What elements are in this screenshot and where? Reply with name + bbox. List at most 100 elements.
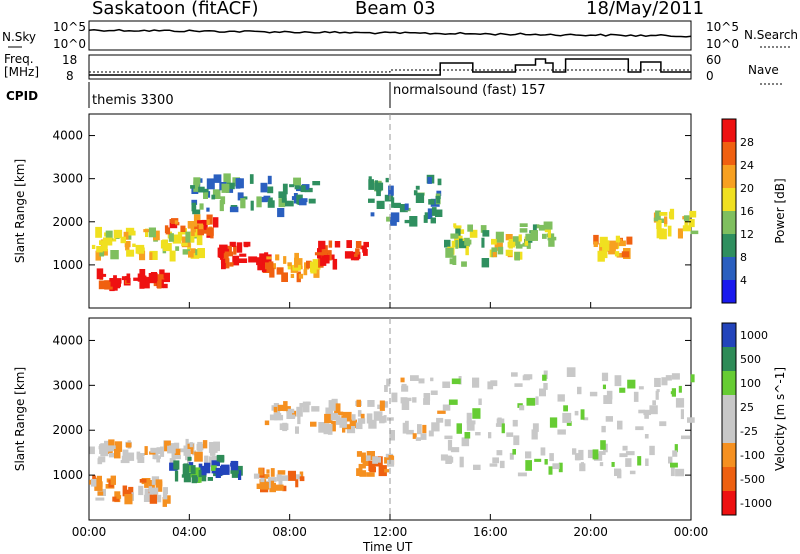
- data-cell: [313, 269, 320, 278]
- colorbar-cell: [722, 467, 736, 491]
- data-cell: [264, 420, 270, 426]
- data-cell: [535, 224, 540, 229]
- data-cell: [107, 445, 116, 452]
- data-cell: [562, 412, 572, 423]
- data-cell: [495, 231, 504, 243]
- data-cell: [358, 463, 366, 469]
- data-cell: [658, 218, 665, 223]
- data-cell: [592, 449, 599, 460]
- x-axis-label: Time UT: [362, 540, 413, 554]
- data-cell: [193, 177, 201, 185]
- data-cell: [294, 252, 299, 262]
- data-cell: [684, 217, 688, 228]
- data-cell: [114, 449, 121, 459]
- data-cell: [282, 422, 288, 432]
- data-cell: [436, 198, 440, 204]
- data-cell: [306, 260, 312, 269]
- data-cell: [393, 202, 401, 208]
- data-cell: [626, 236, 633, 245]
- data-cell: [542, 374, 547, 381]
- data-cell: [363, 241, 369, 248]
- data-cell: [466, 412, 472, 423]
- data-cell: [267, 175, 272, 185]
- data-cell: [496, 450, 503, 456]
- freq-dotted-trace: [89, 69, 691, 73]
- data-cell: [269, 267, 275, 278]
- data-cell: [513, 435, 520, 446]
- data-cell: [99, 240, 105, 245]
- data-cell: [187, 221, 195, 229]
- data-cell: [108, 439, 115, 450]
- data-cell: [649, 445, 655, 456]
- data-cell: [445, 247, 454, 258]
- data-cell: [323, 423, 330, 435]
- data-cell: [618, 240, 626, 247]
- data-cell: [270, 468, 275, 477]
- data-cell: [664, 216, 668, 225]
- data-cell: [359, 470, 367, 477]
- data-cell: [367, 400, 375, 407]
- data-cell: [238, 178, 244, 189]
- data-cell: [226, 182, 235, 190]
- data-cell: [149, 487, 159, 495]
- data-cell: [133, 277, 139, 281]
- data-cell: [139, 479, 147, 483]
- data-cell: [667, 225, 672, 237]
- data-cell: [198, 221, 203, 230]
- data-cell: [312, 181, 321, 186]
- data-cell: [290, 273, 295, 278]
- data-cell: [465, 246, 469, 256]
- data-cell: [135, 244, 145, 254]
- data-cell: [230, 470, 239, 474]
- data-cell: [323, 255, 330, 264]
- data-cell: [211, 465, 217, 471]
- colorbar-cell: [722, 491, 736, 515]
- data-cell: [645, 458, 649, 466]
- data-cell: [638, 386, 644, 390]
- data-cell: [149, 252, 153, 260]
- data-cell: [578, 449, 584, 460]
- data-cell: [473, 464, 481, 470]
- data-cell: [125, 452, 135, 461]
- data-cell: [249, 174, 254, 184]
- data-cell: [525, 460, 532, 471]
- data-cell: [275, 484, 284, 491]
- data-cell: [512, 449, 516, 455]
- data-cell: [575, 453, 581, 461]
- colorbar-label: Velocity [m s^-1]: [773, 367, 787, 471]
- data-cell: [259, 479, 267, 489]
- data-cell: [342, 425, 346, 433]
- data-cell: [351, 414, 356, 421]
- data-cell: [644, 434, 649, 439]
- data-cell: [303, 269, 308, 276]
- colorbar-tick-label: 24: [740, 159, 754, 172]
- data-cell: [688, 219, 695, 228]
- data-cell: [169, 458, 176, 465]
- data-cell: [207, 477, 213, 481]
- data-cell: [229, 262, 234, 267]
- data-cell: [300, 185, 306, 193]
- data-cell: [681, 435, 690, 440]
- data-cell: [384, 457, 390, 464]
- data-cell: [611, 462, 615, 467]
- data-cell: [121, 276, 127, 281]
- data-cell: [459, 456, 464, 468]
- data-cell: [197, 248, 205, 259]
- data-cell: [266, 256, 272, 260]
- data-cell: [557, 429, 566, 435]
- data-cell: [320, 257, 327, 266]
- data-cell: [206, 178, 215, 190]
- data-cell: [629, 470, 636, 475]
- data-cell: [224, 258, 230, 269]
- data-cell: [191, 202, 197, 212]
- data-cell: [579, 463, 586, 472]
- data-cell: [132, 243, 136, 247]
- data-cell: [619, 238, 623, 243]
- data-cell: [548, 238, 555, 247]
- data-cell: [296, 185, 305, 192]
- data-cell: [670, 465, 675, 477]
- data-cell: [505, 249, 513, 256]
- data-cell: [356, 468, 363, 476]
- y-tick-label: 4000: [52, 333, 83, 347]
